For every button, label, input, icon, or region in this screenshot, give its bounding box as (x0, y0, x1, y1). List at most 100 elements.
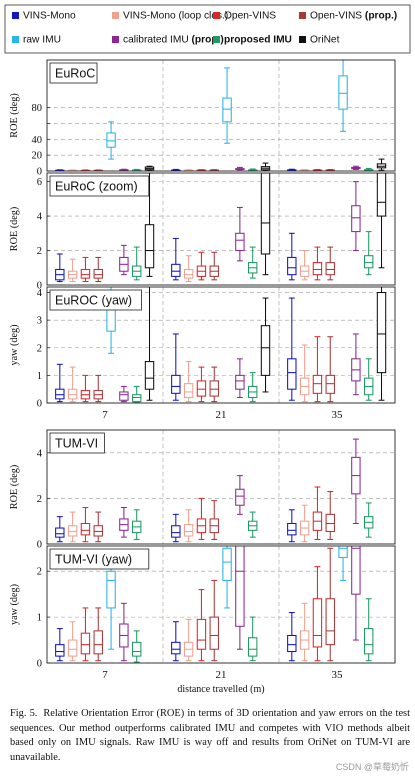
panel-3-box-vinsl-21-iqr (183, 524, 194, 537)
panel-2-box-vinsl-21-iqr (183, 383, 194, 399)
panel-1-ylabel: ROE (deg) (9, 207, 20, 251)
panel-2-ylabel: yaw (deg) (9, 324, 20, 365)
panel-4-box-ovinsp-35-iqr (325, 598, 335, 646)
panel-3-box-vins-7-iqr (55, 527, 65, 538)
panel-4-xtick-label: 7 (102, 669, 108, 681)
panel-3-box-vinsl-7-iqr (67, 525, 78, 537)
panel-0-title: EuRoC (55, 67, 95, 81)
legend-swatch-prop (213, 36, 220, 43)
panel-4-ytick-label: 0 (37, 659, 42, 670)
panel-2-xtick-label: 35 (332, 409, 344, 421)
panel-4-box-raw-21-iqr (222, 547, 232, 581)
panel-2-box-ovins-35-iqr (312, 374, 323, 394)
legend-frame (4, 4, 411, 54)
panel-0-ytick-label: 0 (37, 167, 42, 178)
panel-4-ytick-label: 1 (37, 613, 42, 624)
panel-0-box-raw-21-iqr (222, 97, 232, 123)
panel-1-title: EuRoC (zoom) (55, 180, 138, 194)
legend-suffix-ovinsp: (prop.) (362, 11, 397, 22)
panel-2-box-vinsl-7-iqr (67, 388, 78, 400)
panel-2-box-cal-21-iqr (235, 374, 245, 390)
panel-0-ytick-label: 40 (32, 135, 43, 146)
panel-2-ytick-label: 4 (37, 288, 43, 299)
panel-1-box-ovinsp-35-iqr (325, 262, 335, 276)
panel-3-title: TUM-VI (55, 437, 98, 451)
legend-label-ovinsp: Open-VINS (prop.) (310, 11, 397, 22)
legend-label-prop: proposed IMU (224, 35, 292, 46)
panel-1-box-cal-35-iqr (351, 205, 361, 233)
panel-2-box-vins-35-iqr (287, 358, 297, 390)
panel-4-title: TUM-VI (yaw) (55, 553, 132, 567)
panel-1-ytick-label: 4 (37, 212, 43, 223)
panel-4-box-ovins-35-iqr (312, 598, 323, 648)
legend-swatch-cal (112, 36, 119, 43)
panel-4-box-vins-35-iqr (287, 634, 297, 653)
panel-2-box-cal-7-iqr (119, 391, 129, 401)
panel-3-box-cal-21-iqr (235, 488, 245, 506)
panel-3-ytick-label: 0 (37, 540, 42, 551)
panel-4-box-raw-7-iqr (106, 570, 116, 609)
panel-1-title-box (49, 175, 150, 197)
panel-1-box-vins-21-iqr (171, 263, 181, 277)
figure-canvas: VINS-Mono VINS-Mono (loop clos.) Open-VINS… (4, 4, 411, 695)
panel-1-ytick-label: 6 (37, 177, 42, 188)
legend-swatch-vins (12, 12, 19, 19)
panel-0-ytick-label: 20 (32, 151, 43, 162)
panel-1-box-ori-21-iqr (260, 173, 271, 255)
panel-4-box-prop-7-iqr (131, 641, 142, 657)
panel-3-frame (46, 429, 396, 545)
panel-1-box-ori-35-iqr (376, 173, 387, 217)
panel-4-frame (46, 545, 396, 664)
panel-4-xtick-label: 21 (216, 669, 227, 681)
figure: VINS-Mono VINS-Mono (loop clos.) Open-VINS… (4, 4, 411, 695)
panel-1-box-vinsl-21-iqr (183, 268, 194, 279)
panel-3-box-ovinsp-35-iqr (325, 513, 335, 532)
panel-3-ylabel: ROE (deg) (9, 465, 20, 509)
panel-2-xtick-label: 7 (102, 409, 108, 421)
panel-4-box-cal-21-iqr (235, 546, 245, 627)
panel-2-title-box (49, 289, 142, 311)
panel-2-ytick-label: 3 (37, 316, 42, 327)
panel-1-box-vins-35-iqr (287, 256, 297, 276)
panel-4-box-vins-7-iqr (55, 644, 65, 657)
legend-swatch-ovins (213, 12, 220, 19)
panel-2-ytick-label: 0 (37, 399, 42, 410)
panel-3-title-box (49, 432, 105, 454)
panel-4-box-cal-35-iqr (351, 546, 361, 595)
panel-0-ytick-label: 80 (32, 103, 43, 114)
legend-swatch-raw (12, 36, 19, 43)
panel-1-box-ovins-7-iqr (80, 268, 91, 279)
panel-2-ytick-label: 1 (37, 371, 42, 382)
panel-4-box-ovinsp-7-iqr (93, 630, 103, 655)
legend-swatch-vinsl (112, 12, 119, 19)
panel-2-box-ori-35-iqr (376, 291, 387, 374)
panel-1-box-ovins-35-iqr (312, 262, 323, 276)
panel-3-box-ovins-7-iqr (80, 522, 91, 536)
legend-suffix-cal: (prop.) (189, 35, 224, 46)
legend-swatch-ori (299, 36, 306, 43)
legend-label-vins: VINS-Mono (23, 11, 76, 22)
panel-1-ytick-label: 0 (37, 281, 42, 292)
panel-0-title-box (49, 62, 98, 84)
legend-swatch-ovinsp (299, 12, 306, 19)
panel-2-ytick-label: 2 (37, 343, 42, 354)
panel-4-box-raw-35-iqr (338, 546, 348, 558)
x-axis-label: distance travelled (m) (177, 684, 264, 695)
panel-3-box-vins-21-iqr (171, 525, 181, 538)
panel-2-title: EuROC (yaw) (55, 294, 132, 308)
panel-2-frame (46, 286, 396, 404)
panel-2-box-ori-21-iqr (260, 325, 271, 376)
panel-4-box-ovins-7-iqr (80, 632, 91, 655)
figure-caption: Fig. 5. Relative Orientation Error (ROE) … (10, 707, 410, 765)
legend-label-vinsl: VINS-Mono (loop clos.) (123, 11, 228, 22)
panel-4-box-prop-35-iqr (363, 628, 374, 655)
panel-2-box-vins-7-iqr (55, 388, 65, 400)
panel-4-box-vins-21-iqr (171, 641, 181, 655)
panel-1-box-cal-21-iqr (235, 232, 245, 252)
panel-4-xtick-label: 35 (332, 669, 344, 681)
panel-4-box-ovins-21-iqr (196, 618, 207, 650)
panel-3-ytick-label: 4 (37, 448, 43, 459)
panel-2-xtick-label: 21 (216, 409, 227, 421)
panel-4-ylabel: yaw (deg) (9, 584, 20, 625)
panel-4-title-box (49, 548, 150, 570)
